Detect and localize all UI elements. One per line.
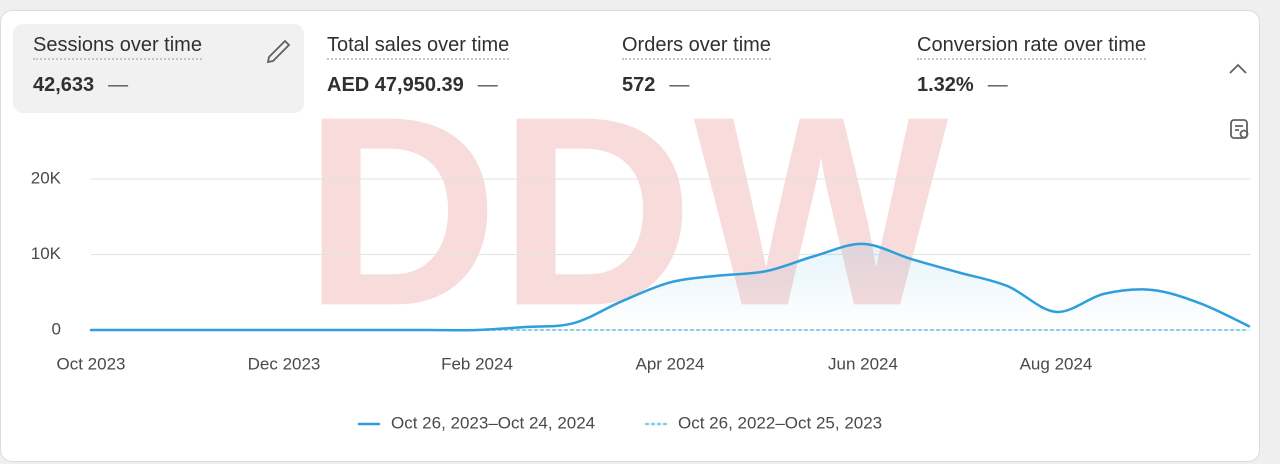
legend-item[interactable]: Oct 26, 2022–Oct 25, 2023 [644,413,882,432]
metric-value: 1.32% [917,74,974,96]
metric-value: AED 47,950.39 [327,74,464,96]
metric-comparison: — [477,74,498,96]
metric-tab[interactable]: Total sales over time AED 47,950.39 — [307,24,587,113]
edit-icon[interactable] [266,39,291,64]
metric-title: Sessions over time [33,34,202,60]
metric-comparison: — [987,74,1008,96]
x-tick-label: Dec 2023 [248,354,321,373]
x-tick-label: Jun 2024 [828,354,898,373]
metric-comparison: — [669,74,690,96]
metric-title: Orders over time [622,34,771,60]
metric-value-row: 1.32% — [917,74,1157,97]
x-tick-label: Feb 2024 [441,354,513,373]
legend-label: Oct 26, 2023–Oct 24, 2024 [391,413,595,432]
metric-tab[interactable]: Conversion rate over time 1.32% — [897,24,1177,113]
metric-comparison: — [108,74,129,96]
card: Sessions over time 42,633— Total sales ove… [0,10,1260,462]
explore-icon[interactable] [1230,119,1249,139]
y-tick-label: 10K [31,244,62,263]
metric-tab[interactable]: Sessions over time 42,633 — [13,24,304,113]
metric-value: 42,633 [33,74,95,96]
x-tick-label: Oct 2023 [57,354,126,373]
x-tick-label: Apr 2024 [636,354,705,373]
metric-value-row: 572 — [622,74,862,97]
series-line [89,242,1251,332]
y-tick-label: 0 [52,319,61,338]
legend-label: Oct 26, 2022–Oct 25, 2023 [678,413,882,432]
metric-value-row: 42,633 — [33,74,284,97]
metric-tab[interactable]: Orders over time 572 — [602,24,882,113]
metric-value: 572 [622,74,656,96]
metric-title: Conversion rate over time [917,34,1146,60]
legend-item[interactable]: Oct 26, 2023–Oct 24, 2024 [357,413,595,432]
collapse-icon[interactable] [1229,63,1247,74]
area [91,243,1249,331]
x-tick-label: Aug 2024 [1020,354,1093,373]
y-tick-label: 20K [31,168,62,187]
metric-title: Total sales over time [327,34,510,60]
icons [266,39,1249,139]
metric-value-row: AED 47,950.39 — [327,74,567,97]
